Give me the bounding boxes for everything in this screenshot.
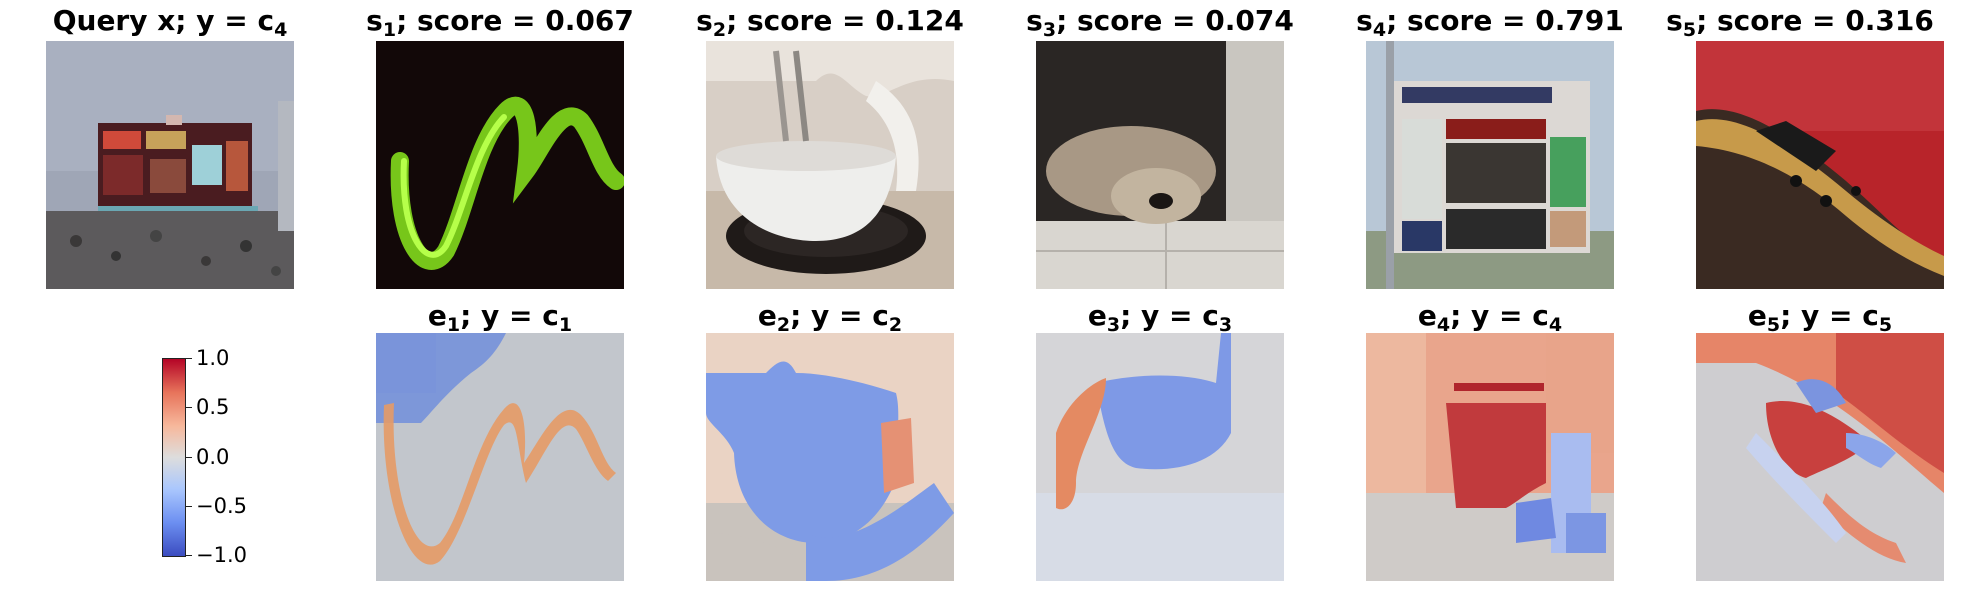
explanation-csub: 2 bbox=[888, 314, 903, 336]
sample-sub: 3 bbox=[1042, 19, 1057, 41]
sample-letter: s bbox=[1026, 4, 1043, 37]
explanation-sub: 1 bbox=[446, 314, 461, 336]
explanation-title-4: e4; y = c4 bbox=[1340, 300, 1640, 341]
sample-image-2 bbox=[706, 41, 954, 289]
colorbar-tick bbox=[186, 358, 192, 359]
explanation-image-3 bbox=[1036, 333, 1284, 581]
explanation-letter: e bbox=[757, 299, 777, 332]
colorbar-tick bbox=[186, 506, 192, 507]
explanation-y: ; y = c bbox=[460, 299, 559, 332]
explanation-sub: 2 bbox=[776, 314, 791, 336]
sample-score: ; score = 0.124 bbox=[726, 4, 964, 37]
explanation-letter: e bbox=[1087, 299, 1107, 332]
sample-letter: s bbox=[366, 4, 383, 37]
sample-letter: s bbox=[1666, 4, 1683, 37]
sample-sub: 4 bbox=[1372, 19, 1387, 41]
explanation-title-3: e3; y = c3 bbox=[1010, 300, 1310, 341]
explanation-image-2 bbox=[706, 333, 954, 581]
sample-image-4 bbox=[1366, 41, 1614, 289]
sample-letter: s bbox=[1356, 4, 1373, 37]
explanation-csub: 5 bbox=[1878, 314, 1893, 336]
sample-score: ; score = 0.316 bbox=[1696, 4, 1934, 37]
sample-image-5 bbox=[1696, 41, 1944, 289]
sample-title-5: s5; score = 0.316 bbox=[1650, 5, 1950, 46]
explanation-sub: 4 bbox=[1436, 314, 1451, 336]
explanation-y: ; y = c bbox=[1450, 299, 1549, 332]
sample-image-3 bbox=[1036, 41, 1284, 289]
colorbar-tick-label: 0.5 bbox=[196, 395, 230, 419]
explanation-letter: e bbox=[427, 299, 447, 332]
explanation-y: ; y = c bbox=[1120, 299, 1219, 332]
sample-letter: s bbox=[696, 4, 713, 37]
explanation-csub: 1 bbox=[558, 314, 573, 336]
explanation-title-2: e2; y = c2 bbox=[680, 300, 980, 341]
explanation-letter: e bbox=[1747, 299, 1767, 332]
explanation-y: ; y = c bbox=[1780, 299, 1879, 332]
explanation-letter: e bbox=[1417, 299, 1437, 332]
colorbar-tick-label: 1.0 bbox=[196, 346, 230, 370]
query-title-sub: 4 bbox=[274, 19, 288, 41]
colorbar-tick bbox=[186, 457, 192, 458]
sample-title-1: s1; score = 0.067 bbox=[350, 5, 650, 46]
explanation-title-5: e5; y = c5 bbox=[1670, 300, 1963, 341]
sample-score: ; score = 0.067 bbox=[396, 4, 634, 37]
explanation-image-5 bbox=[1696, 333, 1944, 581]
explanation-image-4 bbox=[1366, 333, 1614, 581]
sample-sub: 5 bbox=[1682, 19, 1697, 41]
explanation-sub: 3 bbox=[1106, 314, 1121, 336]
sample-title-3: s3; score = 0.074 bbox=[1010, 5, 1310, 46]
colorbar-tick-label: 0.0 bbox=[196, 445, 230, 469]
query-title: Query x; y = c4 bbox=[20, 5, 320, 46]
explanation-csub: 4 bbox=[1548, 314, 1563, 336]
explanation-y: ; y = c bbox=[790, 299, 889, 332]
explanation-csub: 3 bbox=[1218, 314, 1233, 336]
colorbar-tick-label: −0.5 bbox=[196, 494, 247, 518]
sample-score: ; score = 0.074 bbox=[1056, 4, 1294, 37]
sample-sub: 2 bbox=[712, 19, 727, 41]
colorbar-tick-label: −1.0 bbox=[196, 543, 247, 567]
query-image bbox=[46, 41, 294, 289]
colorbar-tick bbox=[186, 407, 192, 408]
sample-score: ; score = 0.791 bbox=[1386, 4, 1624, 37]
explanation-image-1 bbox=[376, 333, 624, 581]
sample-sub: 1 bbox=[382, 19, 397, 41]
explanation-sub: 5 bbox=[1766, 314, 1781, 336]
sample-title-2: s2; score = 0.124 bbox=[680, 5, 980, 46]
colorbar-tick bbox=[186, 555, 192, 556]
explanation-title-1: e1; y = c1 bbox=[350, 300, 650, 341]
colorbar bbox=[162, 358, 186, 557]
sample-title-4: s4; score = 0.791 bbox=[1340, 5, 1640, 46]
sample-image-1 bbox=[376, 41, 624, 289]
query-title-prefix: Query x; bbox=[52, 4, 197, 37]
query-title-y: y = c bbox=[196, 4, 275, 37]
